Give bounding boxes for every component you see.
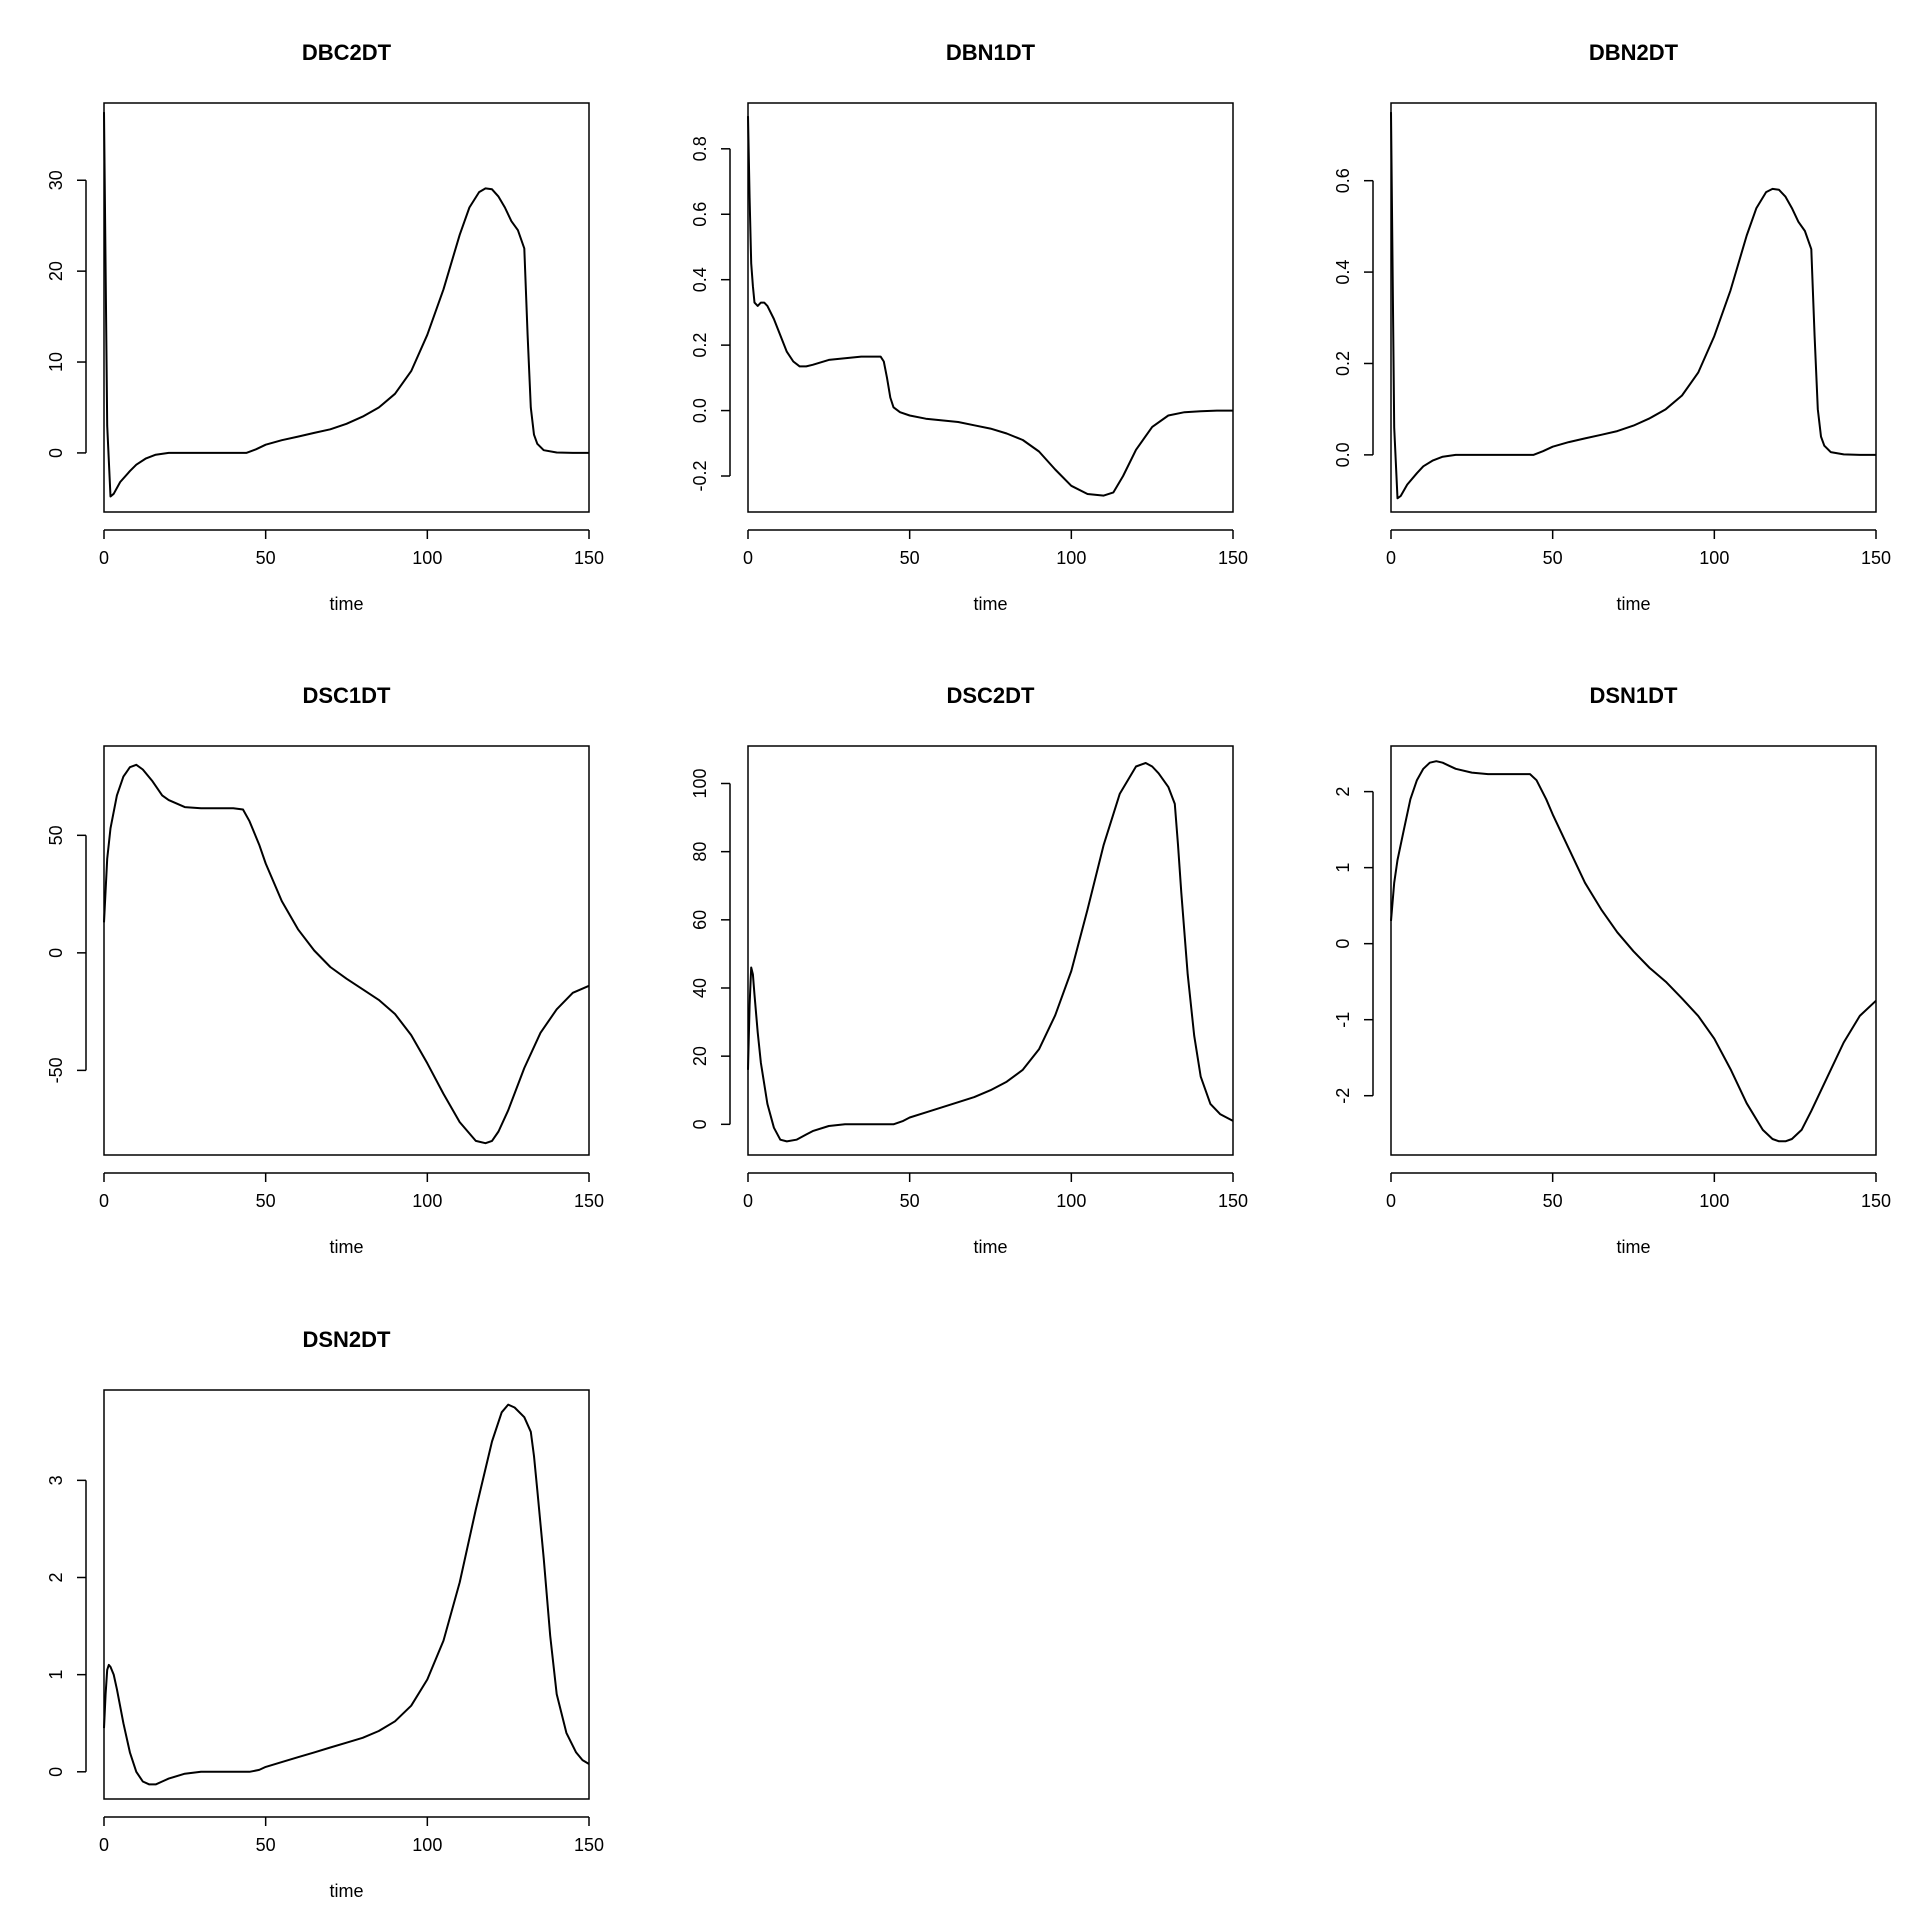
- x-tick-label: 100: [412, 548, 442, 568]
- y-tick-label: 0.6: [690, 202, 710, 227]
- panel-dsc2dt: DSC2DT 0 50 100 150 time 0 20 40 60 80 100: [690, 683, 1248, 1257]
- y-tick-label: 1: [46, 1670, 66, 1680]
- x-tick-label: 50: [256, 1835, 276, 1855]
- panel-dbc2dt: DBC2DT 0 50 100 150 time 0 10 20 30: [46, 40, 604, 614]
- chart-title: DBC2DT: [302, 40, 392, 65]
- plot-frame: [103, 102, 590, 513]
- y-tick-label: -0.2: [690, 460, 710, 491]
- plot-frame: [103, 1389, 590, 1800]
- x-axis-label: time: [1616, 594, 1650, 614]
- x-tick-label: 100: [1699, 548, 1729, 568]
- x-tick-label: 100: [1699, 1191, 1729, 1211]
- y-tick-label: 0: [1333, 939, 1353, 949]
- chart-title: DSC1DT: [302, 683, 391, 708]
- y-tick-label: 0.2: [1333, 351, 1353, 376]
- y-tick-label: 20: [46, 261, 66, 281]
- panel-dsn2dt: DSN2DT 0 50 100 150 time 0 1 2 3: [46, 1327, 604, 1901]
- y-tick-label: 20: [690, 1046, 710, 1066]
- x-axis-label: time: [973, 1237, 1007, 1257]
- x-tick-label: 100: [412, 1835, 442, 1855]
- y-tick-label: 40: [690, 978, 710, 998]
- panel-dbn1dt: DBN1DT 0 50 100 150 time -0.2 0.0 0.2 0.4 0.6 0.8: [690, 40, 1248, 614]
- y-tick-label: 0.2: [690, 333, 710, 358]
- y-tick-label: 2: [1333, 787, 1353, 797]
- x-tick-label: 150: [574, 1191, 604, 1211]
- x-axis-label: time: [1616, 1237, 1650, 1257]
- y-tick-label: 1: [1333, 863, 1353, 873]
- x-axis-label: time: [329, 1237, 363, 1257]
- x-tick-label: 0: [743, 1191, 753, 1211]
- x-tick-label: 150: [574, 548, 604, 568]
- x-tick-label: 0: [1386, 548, 1396, 568]
- panel-dsn1dt: DSN1DT 0 50 100 150 time -2 -1 0 1 2: [1333, 683, 1891, 1257]
- y-tick-label: 0.6: [1333, 168, 1353, 193]
- x-tick-label: 0: [99, 1191, 109, 1211]
- y-tick-label: 0.0: [690, 398, 710, 423]
- x-axis-label: time: [973, 594, 1007, 614]
- x-tick-label: 100: [1056, 1191, 1086, 1211]
- y-tick-label: 30: [46, 170, 66, 190]
- plot-frame: [1390, 745, 1877, 1156]
- x-tick-label: 150: [1861, 1191, 1891, 1211]
- x-tick-label: 0: [1386, 1191, 1396, 1211]
- chart-title: DSC2DT: [946, 683, 1035, 708]
- y-tick-label: 0: [46, 448, 66, 458]
- x-axis-label: time: [329, 594, 363, 614]
- chart-title: DSN2DT: [302, 1327, 391, 1352]
- x-tick-label: 150: [1218, 1191, 1248, 1211]
- y-tick-label: -50: [46, 1057, 66, 1083]
- series-line: [747, 116, 1233, 497]
- chart-title: DBN1DT: [946, 40, 1036, 65]
- series-line: [103, 1403, 590, 1786]
- y-tick-label: 0.8: [690, 136, 710, 161]
- plot-frame: [103, 745, 590, 1156]
- plot-frame: [747, 102, 1234, 513]
- y-tick-label: 0: [690, 1119, 710, 1129]
- y-tick-label: 0.4: [690, 267, 710, 292]
- y-tick-label: 0: [46, 948, 66, 958]
- panel-dsc1dt: DSC1DT 0 50 100 150 time -50 0 50: [46, 683, 604, 1257]
- chart-title: DSN1DT: [1589, 683, 1678, 708]
- series-line: [103, 112, 589, 498]
- series-line: [1390, 760, 1877, 1143]
- series-line: [103, 763, 590, 1145]
- x-tick-label: 50: [256, 548, 276, 568]
- plot-frame: [747, 745, 1234, 1156]
- x-tick-label: 150: [1861, 548, 1891, 568]
- chart-title: DBN2DT: [1589, 40, 1679, 65]
- x-tick-label: 50: [256, 1191, 276, 1211]
- x-tick-label: 50: [1543, 548, 1563, 568]
- y-tick-label: 50: [46, 825, 66, 845]
- x-tick-label: 150: [1218, 548, 1248, 568]
- y-tick-label: 0.0: [1333, 442, 1353, 467]
- x-tick-label: 0: [743, 548, 753, 568]
- y-tick-label: 0.4: [1333, 260, 1353, 285]
- x-tick-label: 0: [99, 1835, 109, 1855]
- panel-dbn2dt: DBN2DT 0 50 100 150 time 0.0 0.2 0.4 0.6: [1333, 40, 1891, 614]
- x-tick-label: 100: [412, 1191, 442, 1211]
- x-tick-label: 50: [900, 548, 920, 568]
- y-tick-label: 80: [690, 842, 710, 862]
- y-tick-label: -1: [1333, 1012, 1353, 1028]
- x-tick-label: 50: [1543, 1191, 1563, 1211]
- x-tick-label: 50: [900, 1191, 920, 1211]
- x-axis-label: time: [329, 1881, 363, 1901]
- y-tick-label: 0: [46, 1767, 66, 1777]
- x-tick-label: 150: [574, 1835, 604, 1855]
- y-tick-label: 2: [46, 1572, 66, 1582]
- y-tick-label: 100: [690, 768, 710, 798]
- y-tick-label: 3: [46, 1475, 66, 1485]
- x-tick-label: 0: [99, 548, 109, 568]
- x-tick-label: 100: [1056, 548, 1086, 568]
- y-tick-label: 60: [690, 910, 710, 930]
- plot-frame: [1390, 102, 1877, 513]
- series-line: [1390, 112, 1876, 500]
- y-tick-label: 10: [46, 352, 66, 372]
- y-tick-label: -2: [1333, 1088, 1353, 1104]
- series-line: [747, 762, 1234, 1143]
